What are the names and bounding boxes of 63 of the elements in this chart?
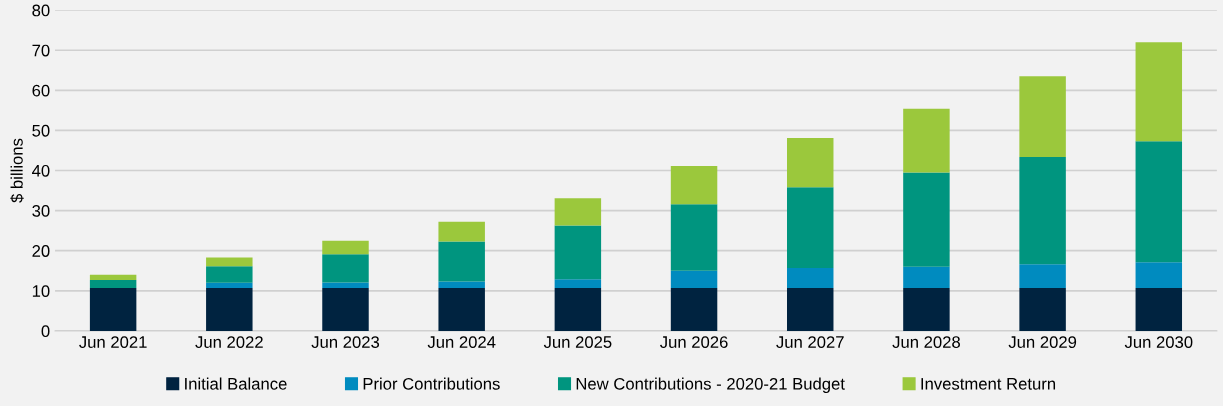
y-tick-label: 30 bbox=[32, 205, 50, 217]
bar bbox=[322, 254, 369, 283]
x-tick-label: Jun 2029 bbox=[1008, 336, 1077, 348]
bar bbox=[554, 279, 602, 288]
x-tick-label: Jun 2023 bbox=[311, 336, 380, 348]
bar bbox=[787, 267, 834, 288]
x-tick-label: Jun 2027 bbox=[776, 336, 844, 348]
bar bbox=[89, 287, 137, 331]
bar bbox=[1135, 287, 1183, 331]
bar bbox=[206, 266, 253, 283]
legend-label: Investment Return bbox=[921, 378, 1056, 390]
bar bbox=[554, 198, 602, 226]
legend-label: Prior Contributions bbox=[363, 377, 500, 390]
x-tick-label: Jun 2021 bbox=[79, 336, 147, 348]
bar bbox=[206, 257, 253, 267]
bar bbox=[438, 241, 485, 282]
x-tick-label: Jun 2026 bbox=[660, 336, 728, 348]
bar bbox=[670, 166, 718, 205]
bar bbox=[206, 282, 253, 288]
bar bbox=[1019, 287, 1066, 331]
bar bbox=[1135, 141, 1183, 263]
y-tick-label: 70 bbox=[32, 44, 50, 57]
bar bbox=[322, 240, 369, 255]
x-tick-label: Jun 2030 bbox=[1124, 336, 1193, 348]
y-tick-label: 0 bbox=[41, 325, 50, 338]
y-tick-label: 40 bbox=[32, 164, 50, 177]
x-tick-label: Jun 2022 bbox=[195, 336, 263, 348]
bar bbox=[89, 279, 137, 288]
y-tick-label: 10 bbox=[32, 285, 50, 297]
bar bbox=[322, 282, 369, 288]
y-tick-label: 20 bbox=[32, 245, 50, 257]
bar bbox=[903, 287, 950, 331]
y-tick-label: 60 bbox=[32, 84, 50, 97]
bar bbox=[1019, 156, 1066, 265]
bar bbox=[787, 138, 834, 188]
bar bbox=[670, 287, 718, 331]
legend-label: Initial Balance bbox=[185, 377, 287, 390]
x-tick-label: Jun 2025 bbox=[543, 336, 612, 348]
bar bbox=[787, 187, 834, 268]
bar bbox=[554, 287, 602, 331]
y-axis-title: $ billions bbox=[10, 138, 24, 203]
bar bbox=[322, 287, 369, 331]
bar bbox=[438, 221, 485, 242]
y-tick-label: 80 bbox=[32, 4, 50, 17]
bar bbox=[903, 172, 950, 267]
x-tick-label: Jun 2024 bbox=[427, 336, 496, 348]
y-tick-label: 50 bbox=[32, 124, 50, 137]
bar bbox=[1019, 76, 1066, 157]
bar bbox=[206, 287, 253, 331]
bar bbox=[438, 287, 485, 331]
bar bbox=[89, 274, 137, 280]
bar bbox=[787, 287, 834, 331]
bar bbox=[903, 108, 950, 173]
bar bbox=[1135, 42, 1183, 142]
x-tick-label: Jun 2028 bbox=[892, 336, 960, 348]
legend-label: New Contributions - 2020-21 Budget bbox=[576, 377, 845, 394]
bar bbox=[554, 225, 602, 280]
bar bbox=[903, 266, 950, 288]
bar bbox=[670, 204, 718, 271]
bar bbox=[1135, 262, 1183, 288]
bar bbox=[1019, 264, 1066, 288]
bar bbox=[438, 281, 485, 288]
bar bbox=[670, 270, 718, 288]
